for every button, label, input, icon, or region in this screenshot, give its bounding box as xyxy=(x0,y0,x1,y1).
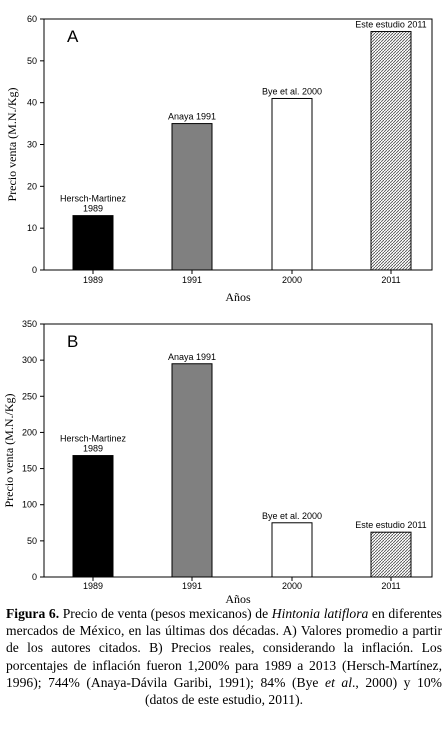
panel-a-ytick-label: 10 xyxy=(27,223,37,233)
panel-a-xtick-label: 1991 xyxy=(182,275,202,285)
panel-a-xtick-label: 2000 xyxy=(282,275,302,285)
panel-a-bar-2011 xyxy=(370,31,412,271)
panel-b-letter: B xyxy=(67,332,78,351)
panel-b-bar-label: Anaya 1991 xyxy=(168,352,216,362)
panel-a-bar-1991 xyxy=(171,123,213,271)
caption-text-1: Precio de venta (pesos mexicanos) de xyxy=(59,606,272,621)
panel-b-ytick-label: 150 xyxy=(22,464,37,474)
panel-a-ylabel: Precio venta (M.N./Kg) xyxy=(5,88,19,202)
panel-b-ytick-label: 50 xyxy=(27,536,37,546)
panel-b-bar-label: 1989 xyxy=(83,444,103,454)
panel-a-ytick-label: 40 xyxy=(27,98,37,108)
panel-b-plot-frame xyxy=(43,323,433,578)
panel-b-ytick-label: 350 xyxy=(22,319,37,329)
panel-b-ytick-label: 100 xyxy=(22,500,37,510)
panel-b-bar-label: Hersch-Martinez xyxy=(60,434,127,444)
panel-b-bar-label: Este estudio 2011 xyxy=(355,520,426,530)
panel-a-xlabel: Años xyxy=(225,290,251,304)
panel-a-xtick-label: 2011 xyxy=(381,275,400,285)
panel-a-ytick-label: 60 xyxy=(27,14,37,24)
caption-text-3: ., 2000) y 10% (datos de este estudio, 2… xyxy=(144,674,442,708)
panel-a-bar-label: 1989 xyxy=(83,204,103,214)
panel-b-xtick-label: 2011 xyxy=(381,581,400,591)
panel-b-ytick-label: 0 xyxy=(32,572,37,582)
panel-a-bar-label: Hersch-Martinez xyxy=(60,194,127,204)
caption-text-2: en diferentes mercados de México, en las… xyxy=(6,606,442,690)
panel-a-bar-label: Bye et al. 2000 xyxy=(262,86,322,96)
figure-caption: Figura 6. Precio de venta (pesos mexican… xyxy=(6,605,442,708)
panel-b-ytick-label: 250 xyxy=(22,391,37,401)
panel-a-ytick-label: 30 xyxy=(27,140,37,150)
panel-a-letter: A xyxy=(67,27,79,46)
panel-a-xtick-label: 1989 xyxy=(83,275,103,285)
panel-b-xtick-label: 1991 xyxy=(182,581,202,591)
panel-b-bar-1991 xyxy=(171,363,213,578)
panel-b-bar-2000 xyxy=(271,522,313,578)
panel-b-ytick-label: 200 xyxy=(22,427,37,437)
caption-species: Hintonia latiflora xyxy=(271,606,369,621)
panel-b-bar-1989 xyxy=(72,455,114,578)
panel-b-xtick-label: 1989 xyxy=(83,581,103,591)
bar-charts: 0102030405060Hersch-Martinez19891989Anay… xyxy=(2,14,433,605)
caption-etal: et al xyxy=(325,674,352,690)
panel-b-bar-2011 xyxy=(370,531,412,578)
panel-b-bar-label: Bye et al. 2000 xyxy=(262,511,322,521)
panel-b-ylabel: Precio venta (M.N./Kg) xyxy=(2,394,16,508)
panel-b-xtick-label: 2000 xyxy=(282,581,302,591)
caption-label: Figura 6. xyxy=(6,606,60,621)
panel-a-ytick-label: 20 xyxy=(27,181,37,191)
panel-b-ytick-label: 300 xyxy=(22,355,37,365)
panel-b-xlabel: Años xyxy=(225,592,251,605)
panel-a-bar-label: Este estudio 2011 xyxy=(355,20,426,30)
panel-a-bar-1989 xyxy=(72,215,114,271)
panel-a-bar-label: Anaya 1991 xyxy=(168,112,216,122)
panel-a-ytick-label: 0 xyxy=(32,265,37,275)
panel-a-bar-2000 xyxy=(271,97,313,271)
panel-a-ytick-label: 50 xyxy=(27,56,37,66)
